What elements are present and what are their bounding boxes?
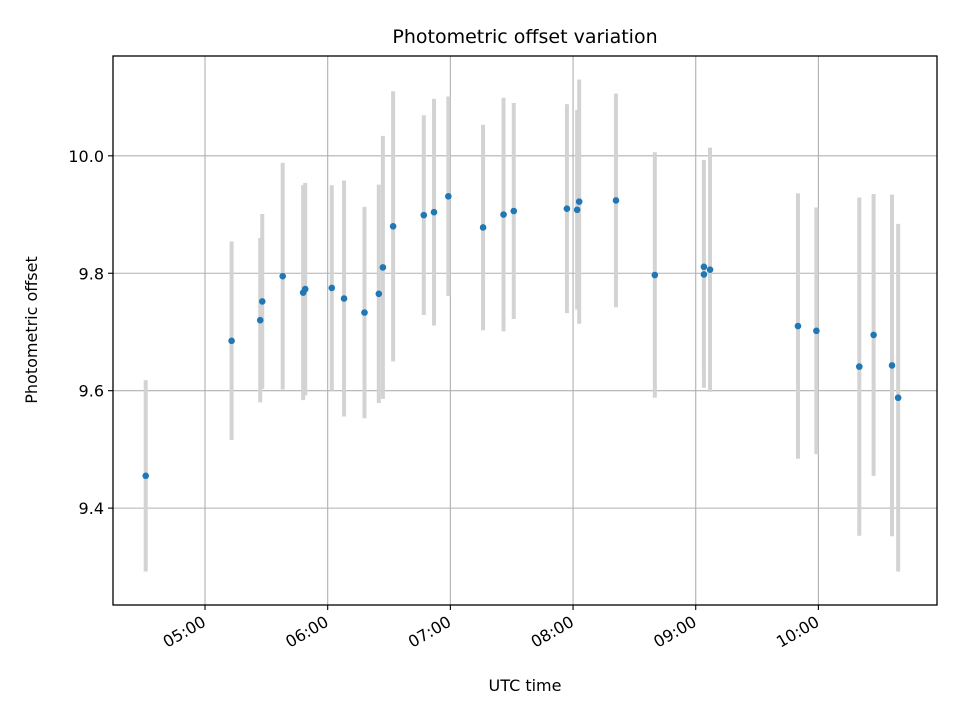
data-point <box>258 298 266 305</box>
data-point <box>430 208 438 216</box>
data-point <box>573 206 581 214</box>
y-tick-label: 9.8 <box>79 264 104 283</box>
data-point <box>142 472 150 480</box>
y-axis: 9.4 9.6 9.8 10.0 <box>68 147 113 518</box>
y-axis-label: Photometric offset <box>22 256 41 404</box>
data-point <box>563 205 571 212</box>
data-point <box>389 222 397 230</box>
x-axis-label: UTC time <box>489 676 562 695</box>
data-point <box>500 211 507 218</box>
data-point <box>813 327 820 335</box>
data-point <box>700 263 708 271</box>
y-tick-label: 10.0 <box>68 147 104 166</box>
data-point <box>479 224 487 231</box>
data-point <box>651 271 659 279</box>
data-point <box>361 309 368 316</box>
data-point <box>706 266 714 274</box>
data-point <box>328 284 336 292</box>
data-point <box>510 207 518 215</box>
chart-title: Photometric offset variation <box>392 26 657 48</box>
data-point <box>301 285 309 293</box>
y-tick-label: 9.4 <box>79 499 104 518</box>
plot-frame <box>112 55 938 606</box>
data-point <box>612 197 620 204</box>
data-point <box>340 295 348 302</box>
y-tick-label: 9.6 <box>79 382 104 401</box>
data-point <box>856 363 863 370</box>
data-point <box>375 290 383 298</box>
data-point <box>279 272 287 280</box>
data-point <box>794 322 802 330</box>
data-point <box>575 198 583 205</box>
data-point <box>420 211 428 219</box>
data-point <box>894 394 902 402</box>
data-point <box>888 362 896 369</box>
data-point <box>445 193 452 200</box>
data-point <box>379 264 387 271</box>
data-point <box>256 316 264 324</box>
data-point <box>870 331 877 339</box>
data-point <box>228 337 235 345</box>
data-point <box>700 271 708 278</box>
data-points <box>142 193 902 480</box>
